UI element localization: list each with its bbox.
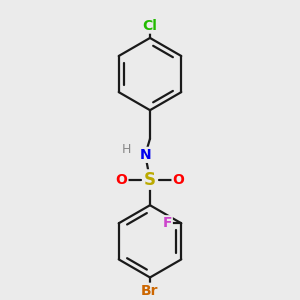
Text: O: O bbox=[116, 172, 128, 187]
Text: Cl: Cl bbox=[142, 19, 158, 33]
Text: N: N bbox=[140, 148, 151, 162]
Text: F: F bbox=[162, 216, 172, 230]
Text: O: O bbox=[172, 172, 184, 187]
Text: H: H bbox=[122, 142, 131, 156]
Text: Br: Br bbox=[141, 284, 159, 298]
Text: S: S bbox=[144, 171, 156, 189]
